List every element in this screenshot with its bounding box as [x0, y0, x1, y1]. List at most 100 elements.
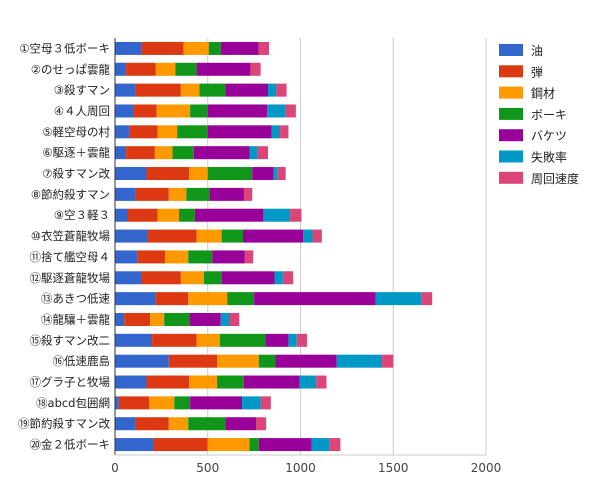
- bar-segment: [115, 187, 136, 201]
- bar-segment: [260, 396, 271, 410]
- legend-label: 油: [531, 44, 543, 58]
- bar-segment: [157, 208, 179, 222]
- bar-segment: [316, 375, 327, 389]
- bar-segment: [258, 41, 269, 55]
- bar-segment: [212, 250, 245, 264]
- bar-segment: [282, 271, 294, 285]
- bar-segment: [154, 146, 173, 160]
- bar-segment: [258, 438, 312, 452]
- bar-segment: [115, 438, 154, 452]
- bar-segment: [336, 354, 383, 368]
- bar-segment: [146, 167, 190, 181]
- bar-segment: [196, 229, 222, 243]
- bar-segment: [190, 104, 208, 118]
- bar-segment: [157, 125, 178, 139]
- bar-segment: [225, 83, 269, 97]
- bar-segment: [129, 125, 158, 139]
- bar-segment: [290, 208, 302, 222]
- bar-segment: [135, 187, 169, 201]
- bar-segment: [153, 438, 208, 452]
- bar-segment: [156, 104, 191, 118]
- bar-segment: [115, 292, 156, 306]
- category-labels: ①空母３低ボーキ ②のせっぱ雲龍 ③殺すマン ④４人周回 ⑤軽空母の村 ⑥駆逐＋雲龍 ⑦殺す…: [18, 41, 110, 451]
- category-label: ②のせっぱ雲龍: [31, 62, 111, 76]
- bar-segment: [115, 250, 138, 264]
- bar-segment: [137, 250, 166, 264]
- bar-segment: [115, 396, 119, 410]
- legend-swatch: [499, 65, 523, 78]
- bar-segment: [178, 208, 195, 222]
- bar-segment: [208, 41, 221, 55]
- bar-segment: [186, 187, 210, 201]
- bar-segment: [225, 417, 256, 431]
- bar-segment: [273, 167, 278, 181]
- bar-segment: [299, 375, 317, 389]
- bar-segment: [193, 146, 250, 160]
- legend-label: ボーキ: [531, 108, 567, 122]
- category-label: ⑦殺すマン改: [42, 167, 110, 181]
- bar-segment: [115, 333, 153, 347]
- bar-segment: [168, 187, 187, 201]
- bar-segment: [164, 312, 190, 326]
- category-label: ⑬あきつ低速: [41, 292, 110, 306]
- bar-segment: [207, 104, 268, 118]
- bar-segment: [221, 229, 243, 243]
- bar-segment: [280, 125, 289, 139]
- bar-segment: [267, 104, 286, 118]
- legend-label: 失敗率: [531, 150, 567, 165]
- category-label: ⑨空３軽３: [54, 208, 110, 222]
- legend-label: 鋼材: [531, 87, 555, 101]
- bar-segment: [135, 417, 169, 431]
- bar-segment: [115, 125, 130, 139]
- bar-segment: [268, 83, 277, 97]
- bar-segment: [188, 292, 228, 306]
- category-label: ④４人周回: [54, 104, 110, 118]
- legend-swatch: [499, 86, 523, 99]
- bar-segment: [207, 125, 272, 139]
- bar-segment: [242, 229, 304, 243]
- bar-segment: [189, 375, 218, 389]
- bar-segment: [126, 146, 155, 160]
- bar-segment: [271, 125, 281, 139]
- bar-segment: [174, 396, 191, 410]
- bar-segment: [180, 83, 200, 97]
- bar-segment: [180, 271, 205, 285]
- bar-segment: [175, 62, 197, 76]
- bar-segment: [243, 375, 300, 389]
- bar-segment: [255, 417, 267, 431]
- legend-label: 周回速度: [531, 171, 579, 186]
- bar-segment: [249, 438, 259, 452]
- bar-segment: [147, 229, 197, 243]
- category-label: ⑭龍驤＋雲龍: [41, 312, 110, 326]
- bar-segment: [189, 167, 208, 181]
- bar-segment: [382, 354, 394, 368]
- x-tick-label: 0: [111, 461, 119, 475]
- bar-segment: [276, 83, 287, 97]
- bar-segment: [115, 375, 147, 389]
- category-label: ⑩衣笠蒼龍牧場: [31, 229, 111, 243]
- category-label: ⑱abcd包囲網: [36, 396, 110, 410]
- legend-swatch: [499, 107, 523, 120]
- category-label: ⑳金２低ボーキ: [30, 438, 111, 452]
- bar-segment: [188, 417, 226, 431]
- axes: [114, 38, 486, 456]
- bar-segment: [155, 292, 189, 306]
- bar-segment: [155, 62, 176, 76]
- bar-segment: [296, 333, 307, 347]
- bar-segment: [115, 167, 147, 181]
- category-label: ⑫駆逐蒼龍牧場: [30, 271, 111, 285]
- bar-segment: [168, 354, 218, 368]
- category-label: ⑯低速鹿島: [53, 354, 111, 368]
- category-label: ①空母３低ボーキ: [19, 41, 110, 55]
- x-tick-label: 2000: [471, 461, 502, 475]
- legend-swatch: [499, 129, 523, 142]
- bar-segment: [196, 333, 220, 347]
- bar-segment: [207, 167, 253, 181]
- bar-segment: [133, 104, 157, 118]
- bar-segment: [190, 396, 243, 410]
- category-label: ⑪捨て艦空母４: [30, 250, 111, 264]
- x-tick-labels: 0 500 1000 1500 2000: [111, 461, 501, 475]
- bar-segment: [257, 146, 269, 160]
- category-label: ⑮殺すマン改二: [30, 333, 111, 347]
